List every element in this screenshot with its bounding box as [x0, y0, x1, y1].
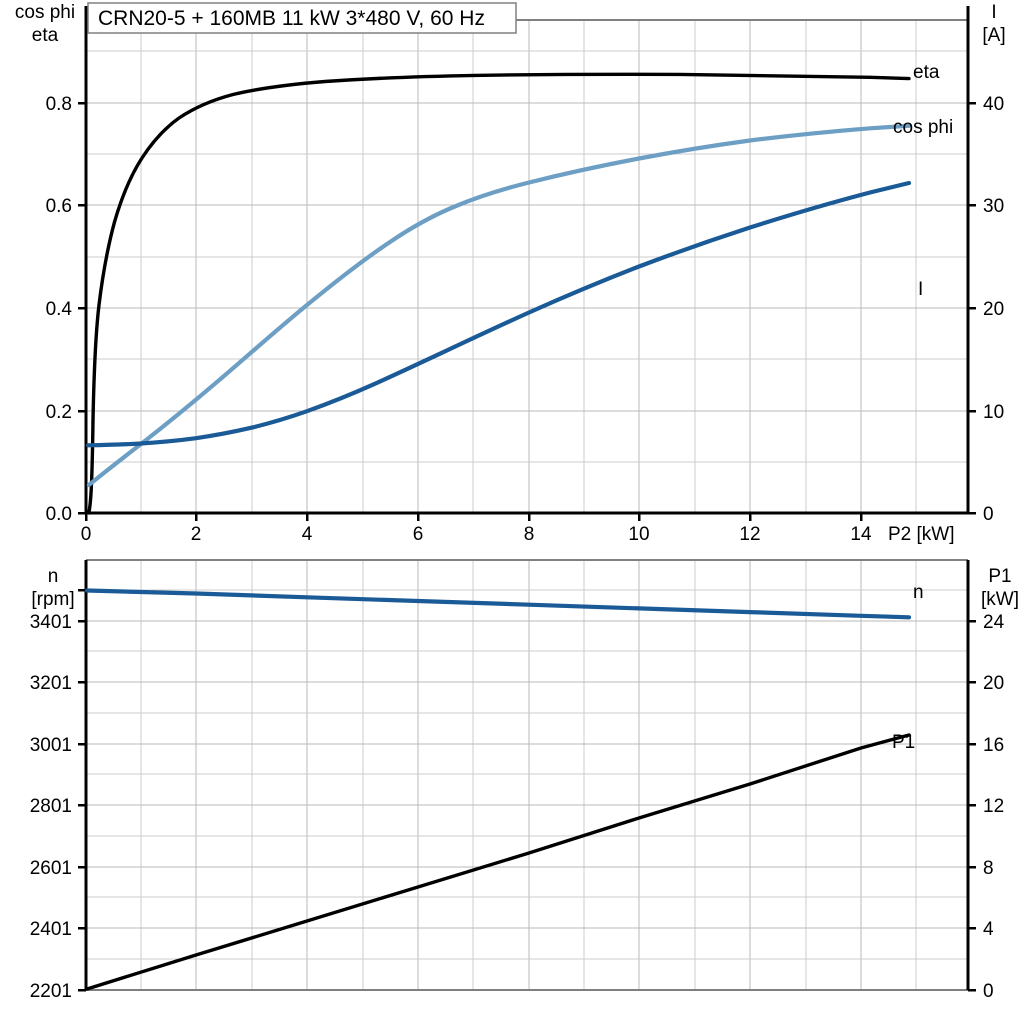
eta-curve-label: eta [913, 62, 940, 83]
top-chart-left-tick-labels: 0.0 0.2 0.4 0.6 0.8 [46, 94, 73, 525]
top-right-axis-title-line2: [A] [982, 25, 1005, 46]
top-left-tick-4: 0.8 [46, 94, 72, 115]
top-chart-group: 0.0 0.2 0.4 0.6 0.8 0 10 20 30 40 0 2 4 … [15, 2, 1006, 545]
top-right-tick-1: 10 [983, 402, 1004, 423]
chart-title-box: CRN20-5 + 160MB 11 kW 3*480 V, 60 Hz [87, 2, 517, 34]
top-x-tick-6: 12 [739, 524, 760, 545]
speed-curve-label: n [913, 582, 924, 603]
bottom-right-axis-title-line1: P1 [988, 566, 1011, 587]
top-left-tick-1: 0.2 [46, 402, 72, 423]
bottom-chart-gridlines [86, 560, 968, 990]
current-curve [85, 180, 912, 448]
top-chart-right-tick-labels: 0 10 20 30 40 [983, 94, 1004, 525]
bottom-chart-group: 2201 2401 2601 2801 3001 3201 3401 0 4 8… [30, 559, 1019, 1002]
bottom-right-tick-5: 20 [983, 673, 1004, 694]
bottom-chart-right-tick-labels: 0 4 8 12 16 20 24 [983, 612, 1005, 1002]
top-chart-x-axis [84, 511, 968, 521]
top-chart-right-axis [966, 6, 976, 515]
top-right-tick-4: 40 [983, 94, 1004, 115]
bottom-right-axis-title-line2: [kW] [981, 589, 1019, 610]
bottom-chart-left-tick-labels: 2201 2401 2601 2801 3001 3201 3401 [30, 612, 72, 1002]
top-left-axis-title-line1: cos phi [15, 2, 75, 23]
top-x-tick-5: 10 [628, 524, 649, 545]
top-x-tick-7: 14 [850, 524, 872, 545]
bottom-left-tick-3: 2801 [30, 796, 72, 817]
bottom-left-axis-title-line2: [rpm] [31, 589, 74, 610]
bottom-chart-curves [84, 588, 912, 991]
bottom-chart-axis-titles: n [rpm] P1 [kW] [31, 566, 1019, 610]
top-chart-gridlines [86, 19, 968, 513]
p1-curve-label: P1 [892, 732, 915, 753]
current-curve-label: I [918, 279, 923, 300]
top-chart-curve-labels: eta cos phi I [893, 62, 953, 300]
bottom-left-tick-4: 3001 [30, 735, 72, 756]
top-chart-axis-titles: cos phi eta I [A] [15, 2, 1006, 46]
top-x-tick-4: 8 [524, 524, 535, 545]
bottom-chart-right-axis [966, 560, 976, 992]
bottom-left-tick-0: 2201 [30, 981, 72, 1002]
bottom-right-tick-0: 0 [983, 981, 994, 1002]
top-left-tick-0: 0.0 [46, 504, 72, 525]
bottom-left-tick-1: 2401 [30, 919, 72, 940]
top-right-axis-title-line1: I [991, 2, 996, 23]
bottom-right-tick-6: 24 [983, 612, 1005, 633]
eta-curve [87, 72, 911, 515]
top-x-tick-0: 0 [81, 524, 92, 545]
bottom-left-tick-2: 2601 [30, 858, 72, 879]
cos-phi-curve-label: cos phi [893, 117, 953, 138]
bottom-right-tick-3: 12 [983, 796, 1004, 817]
cos-phi-curve [86, 123, 912, 488]
top-chart-left-axis [78, 6, 88, 515]
chart-title: CRN20-5 + 160MB 11 kW 3*480 V, 60 Hz [98, 7, 485, 30]
top-left-axis-title-line2: eta [32, 25, 59, 46]
bottom-right-tick-1: 4 [983, 919, 994, 940]
top-x-axis-title: P2 [kW] [888, 524, 955, 545]
p1-curve [85, 733, 911, 991]
bottom-left-tick-6: 3401 [30, 612, 72, 633]
bottom-chart-frame [86, 559, 968, 991]
top-x-tick-1: 2 [191, 524, 202, 545]
top-right-tick-2: 20 [983, 299, 1004, 320]
speed-curve [84, 588, 912, 620]
top-x-tick-2: 4 [302, 524, 313, 545]
top-left-tick-3: 0.6 [46, 196, 72, 217]
top-right-tick-3: 30 [983, 196, 1004, 217]
bottom-right-tick-4: 16 [983, 735, 1004, 756]
top-chart-x-tick-labels: 0 2 4 6 8 10 12 14 P2 [kW] [81, 524, 955, 545]
top-right-tick-0: 0 [983, 504, 994, 525]
bottom-chart-curve-labels: n P1 [892, 582, 924, 753]
top-chart-curves [85, 72, 912, 515]
top-x-tick-3: 6 [413, 524, 424, 545]
bottom-left-axis-title-line1: n [48, 566, 59, 587]
top-left-tick-2: 0.4 [46, 299, 73, 320]
bottom-right-tick-2: 8 [983, 858, 994, 879]
bottom-chart-left-axis [78, 560, 88, 992]
bottom-left-tick-5: 3201 [30, 673, 72, 694]
